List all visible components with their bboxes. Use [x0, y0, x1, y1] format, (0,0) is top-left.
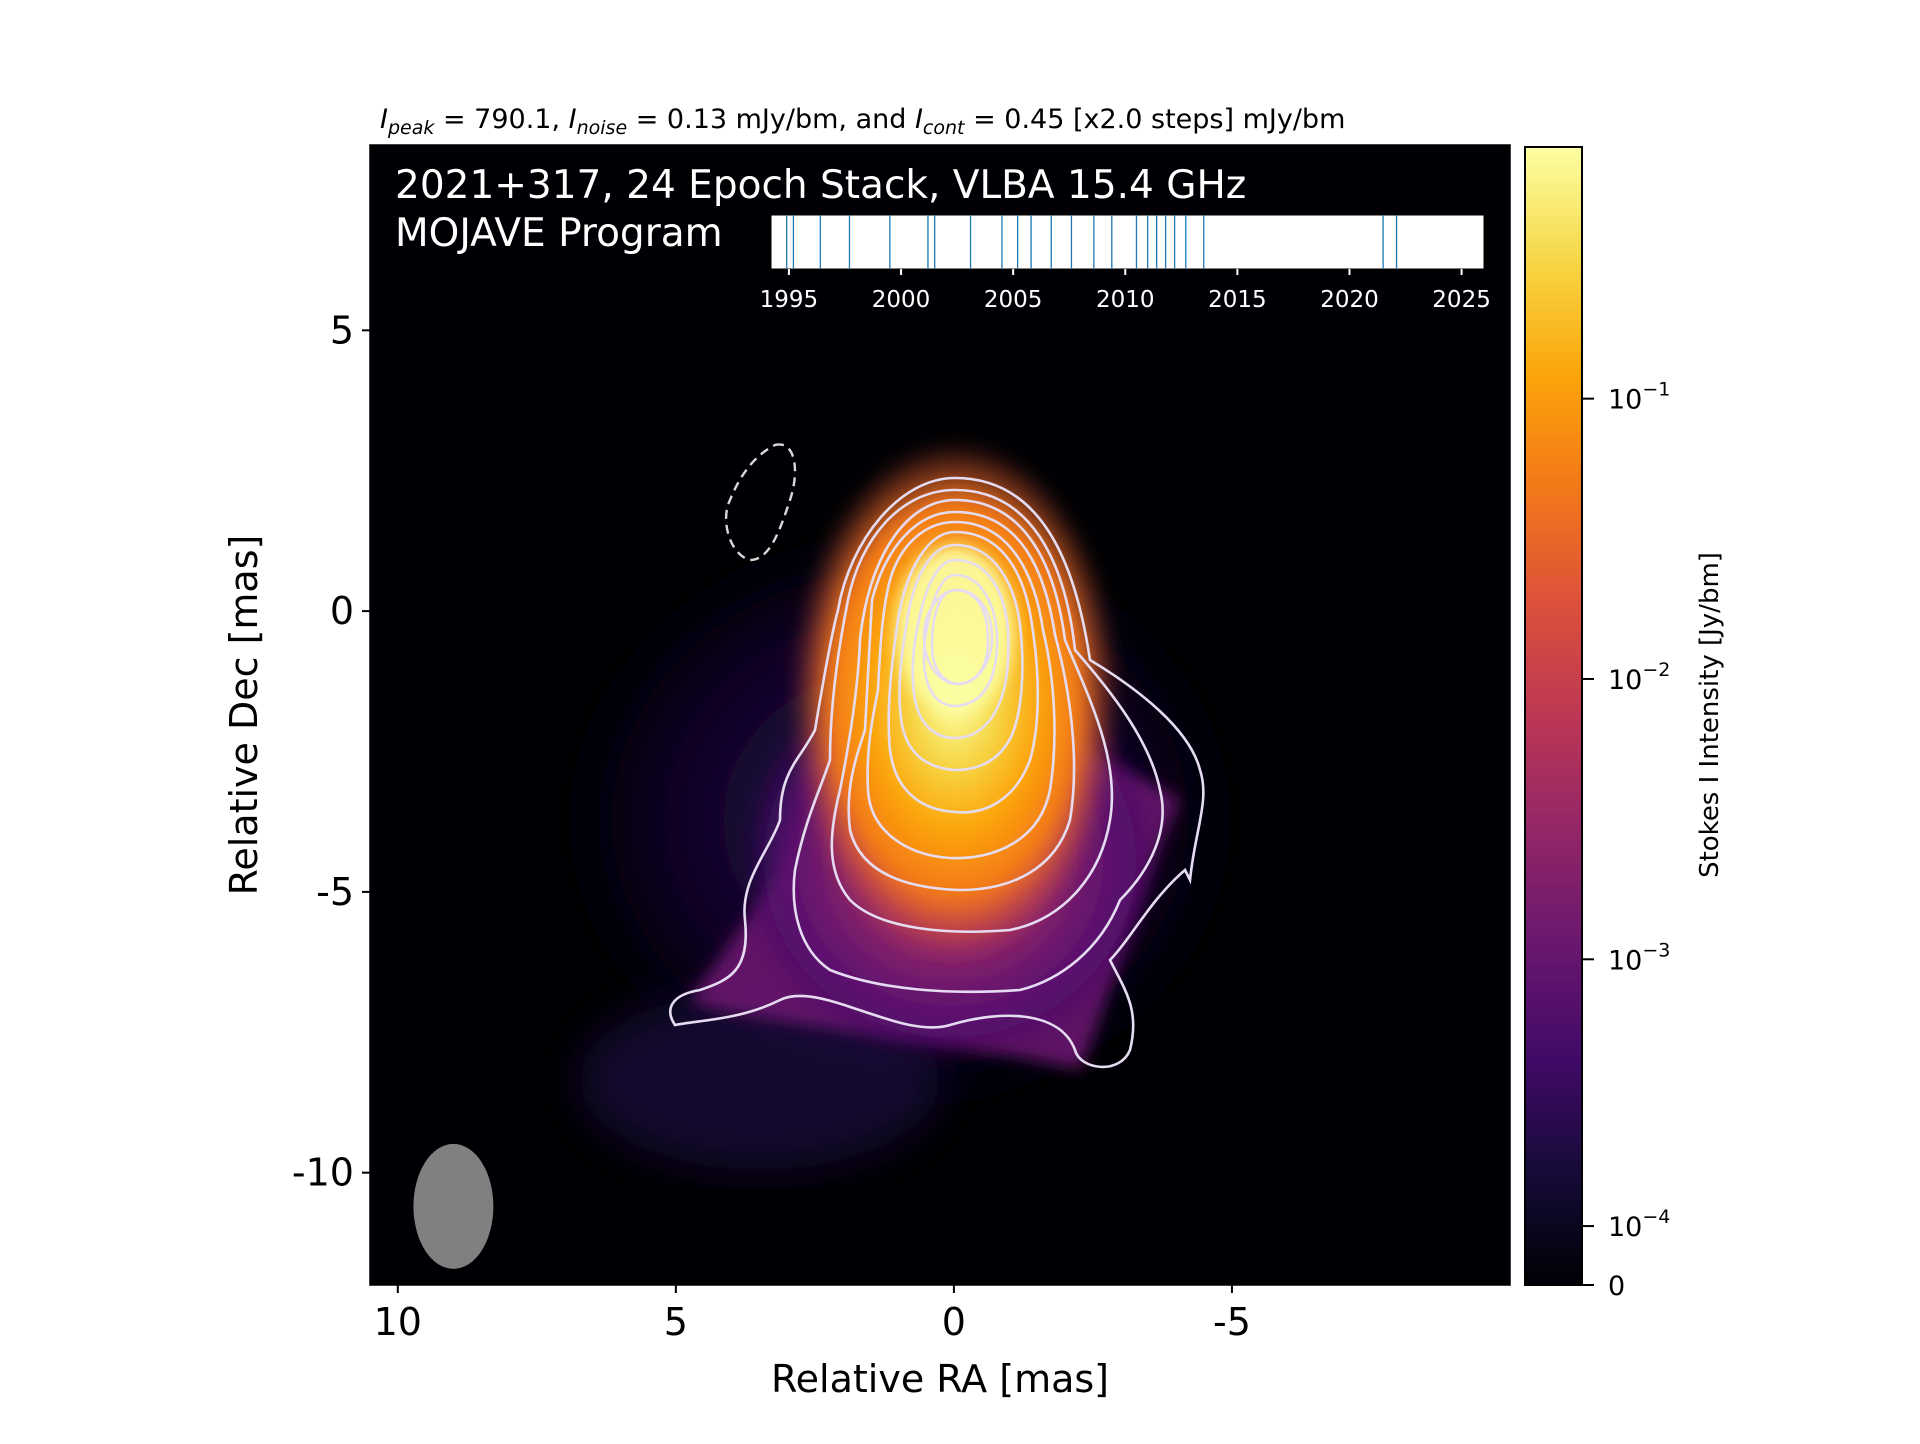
contour-level-3	[830, 498, 1114, 933]
contour-level-11	[922, 588, 994, 686]
image-panel: 2021+317, 24 Epoch Stack, VLBA 15.4 GHz …	[369, 144, 1511, 1286]
y-tick-label: -5	[316, 870, 354, 914]
timeline-tick-label: 2020	[1320, 287, 1379, 313]
x-tick-label: -5	[1213, 1300, 1251, 1344]
colorbar-tick-label: 10−1	[1608, 379, 1670, 416]
timeline-tick-label: 2010	[1096, 287, 1155, 313]
colorbar-tick-label: 10−2	[1608, 659, 1670, 696]
x-tick-label: 5	[664, 1300, 688, 1344]
contour-level-4	[847, 510, 1076, 892]
contour-set	[669, 443, 1205, 1069]
negative-contour	[724, 443, 797, 562]
timeline-tick-label: 2015	[1208, 287, 1267, 313]
timeline-tick-label: 2025	[1432, 287, 1491, 313]
colorbar-tick-label: 10−3	[1608, 939, 1670, 976]
colorbar-tick-label: 0	[1608, 1271, 1625, 1302]
y-tick-label: 5	[330, 308, 354, 352]
timeline-tick-label: 2005	[984, 287, 1043, 313]
image-title-line2: MOJAVE Program	[395, 211, 723, 256]
x-tick-label: 10	[374, 1300, 422, 1344]
beam-ellipse	[413, 1143, 494, 1269]
x-axis-ticks: 10 5 0 -5	[374, 1285, 1251, 1344]
y-axis-ticks: 5 0 -5 -10	[292, 308, 370, 1195]
colorbar-tick-label: 10−4	[1608, 1206, 1670, 1243]
contour-level-8	[911, 558, 1010, 740]
y-tick-label: -10	[292, 1151, 354, 1195]
contour-level-1	[669, 476, 1205, 1069]
y-axis-label: Relative Dec [mas]	[222, 535, 266, 896]
stats-line: Ipeak = 790.1, Inoise = 0.13 mJy/bm, and…	[380, 104, 1345, 139]
epoch-timeline: 1995 2000 2005 2010 2015 2020 2025	[760, 214, 1491, 313]
timeline-tick-label: 2000	[872, 287, 931, 313]
x-tick-label: 0	[942, 1300, 966, 1344]
contour-level-5	[866, 520, 1056, 860]
colorbar: 10−1 10−2 10−3 10−4 0 Stokes I Intensity [Jy…	[1524, 146, 1725, 1302]
image-frame	[369, 144, 1511, 1286]
image-title-line1: 2021+317, 24 Epoch Stack, VLBA 15.4 GHz	[395, 163, 1246, 208]
epoch-lines	[786, 215, 1398, 269]
contour-level-9	[922, 573, 999, 708]
emission-layer	[413, 440, 1280, 1269]
timeline-box	[770, 214, 1485, 270]
contour-level-2	[792, 488, 1164, 994]
timeline-ticks: 1995 2000 2005 2010 2015 2020 2025	[760, 269, 1491, 313]
contour-level-7	[898, 543, 1024, 772]
x-axis-label: Relative RA [mas]	[771, 1357, 1109, 1401]
colorbar-gradient	[1524, 146, 1583, 1286]
timeline-tick-label: 1995	[760, 287, 819, 313]
colorbar-label: Stokes I Intensity [Jy/bm]	[1695, 552, 1725, 878]
y-tick-label: 0	[330, 589, 354, 633]
contour-level-6	[887, 530, 1040, 814]
colorbar-ticks: 10−1 10−2 10−3 10−4 0	[1582, 379, 1670, 1302]
